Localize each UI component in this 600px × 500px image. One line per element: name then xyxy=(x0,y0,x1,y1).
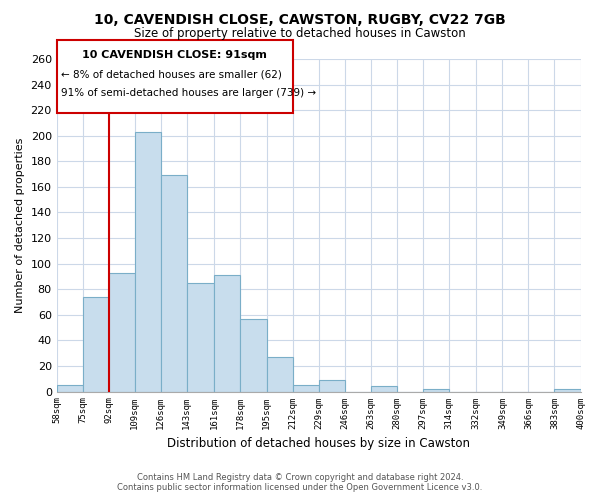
Bar xyxy=(293,385,319,392)
Bar xyxy=(56,40,293,113)
Y-axis label: Number of detached properties: Number of detached properties xyxy=(15,138,25,313)
Text: Size of property relative to detached houses in Cawston: Size of property relative to detached ho… xyxy=(134,28,466,40)
Bar xyxy=(83,297,109,392)
Text: ← 8% of detached houses are smaller (62): ← 8% of detached houses are smaller (62) xyxy=(61,69,282,79)
X-axis label: Distribution of detached houses by size in Cawston: Distribution of detached houses by size … xyxy=(167,437,470,450)
Bar xyxy=(319,380,344,392)
Text: Contains HM Land Registry data © Crown copyright and database right 2024.: Contains HM Land Registry data © Crown c… xyxy=(137,474,463,482)
Bar xyxy=(109,272,135,392)
Bar xyxy=(371,386,397,392)
Bar xyxy=(214,275,241,392)
Bar xyxy=(266,357,293,392)
Bar xyxy=(56,385,83,392)
Bar xyxy=(135,132,161,392)
Text: 91% of semi-detached houses are larger (739) →: 91% of semi-detached houses are larger (… xyxy=(61,88,316,99)
Text: 10 CAVENDISH CLOSE: 91sqm: 10 CAVENDISH CLOSE: 91sqm xyxy=(82,50,267,60)
Bar xyxy=(554,389,581,392)
Text: 10, CAVENDISH CLOSE, CAWSTON, RUGBY, CV22 7GB: 10, CAVENDISH CLOSE, CAWSTON, RUGBY, CV2… xyxy=(94,12,506,26)
Bar xyxy=(423,389,449,392)
Bar xyxy=(187,283,214,392)
Bar xyxy=(161,176,187,392)
Bar xyxy=(241,318,266,392)
Text: Contains public sector information licensed under the Open Government Licence v3: Contains public sector information licen… xyxy=(118,484,482,492)
